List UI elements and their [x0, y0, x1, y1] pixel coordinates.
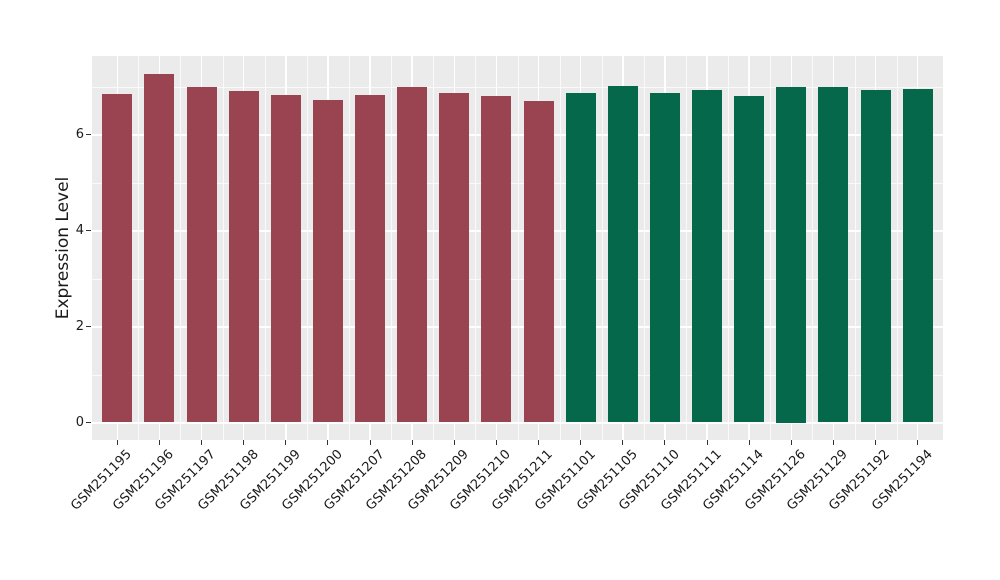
y-axis-title: Expression Level — [53, 176, 73, 320]
bar-GSM251200 — [312, 100, 343, 423]
bar-GSM251207 — [355, 95, 386, 423]
x-axis-tick-mark — [664, 440, 666, 445]
bar-GSM251129 — [818, 87, 849, 423]
bar-GSM251199 — [270, 95, 301, 423]
gridline-vertical-minor — [391, 56, 393, 440]
gridline-vertical-minor — [728, 56, 730, 440]
gridline-vertical-minor — [222, 56, 224, 440]
y-axis-tick-mark — [86, 326, 91, 327]
gridline-vertical-minor — [348, 56, 350, 440]
gridline-vertical-minor — [138, 56, 140, 440]
bar-GSM251126 — [776, 86, 807, 423]
x-axis-tick-mark — [832, 440, 834, 445]
x-axis-tick-mark — [116, 440, 118, 445]
y-axis-tick-label: 6 — [75, 126, 84, 142]
gridline-vertical-minor — [264, 56, 266, 440]
bar-GSM251195 — [102, 94, 133, 423]
x-axis-tick-mark — [158, 440, 160, 445]
bar-GSM251197 — [186, 86, 217, 423]
y-axis-tick-label: 0 — [75, 414, 84, 430]
bar-GSM251208 — [397, 86, 428, 423]
x-axis-tick-mark — [327, 440, 329, 445]
y-axis-tick-mark — [86, 230, 91, 231]
bar-GSM251210 — [481, 95, 512, 423]
bar-GSM251110 — [649, 93, 680, 423]
bar-GSM251198 — [228, 90, 259, 423]
gridline-vertical-minor — [517, 56, 519, 440]
x-axis-tick-mark — [201, 440, 203, 445]
gridline-vertical-minor — [854, 56, 856, 440]
x-axis-tick-mark — [285, 440, 287, 445]
bar-GSM251211 — [523, 100, 554, 423]
x-axis-tick-mark — [453, 440, 455, 445]
gridline-vertical-minor — [770, 56, 772, 440]
x-axis-tick-mark — [495, 440, 497, 445]
gridline-vertical-minor — [896, 56, 898, 440]
bar-GSM251194 — [902, 88, 933, 423]
bar-GSM251196 — [144, 74, 175, 423]
bar-GSM251105 — [607, 85, 638, 423]
gridline-vertical-minor — [433, 56, 435, 440]
gridline-vertical-minor — [686, 56, 687, 440]
x-axis-tick-mark — [748, 440, 750, 445]
y-axis-tick-label: 2 — [75, 318, 84, 334]
x-axis-tick-mark — [622, 440, 624, 445]
x-axis-tick-mark — [580, 440, 582, 445]
gridline-vertical-minor — [601, 56, 603, 440]
plot-panel — [92, 56, 943, 440]
bar-GSM251101 — [565, 92, 596, 423]
x-axis-tick-mark — [706, 440, 708, 445]
bar-GSM251111 — [692, 90, 723, 423]
y-axis-tick-label: 4 — [75, 222, 84, 238]
x-axis-tick-mark — [790, 440, 792, 445]
gridline-vertical-minor — [559, 56, 561, 440]
y-axis-tick-mark — [86, 422, 91, 423]
gridline-vertical-minor — [306, 56, 308, 440]
gridline-vertical-minor — [180, 56, 182, 440]
x-axis-tick-mark — [917, 440, 919, 445]
y-axis-tick-mark — [86, 134, 91, 135]
x-axis-tick-mark — [243, 440, 245, 445]
gridline-vertical-minor — [475, 56, 477, 440]
gridline-vertical-minor — [643, 56, 645, 440]
x-axis-tick-mark — [369, 440, 371, 445]
bar-GSM251192 — [860, 89, 891, 423]
bar-GSM251114 — [734, 96, 765, 423]
x-axis-tick-mark — [538, 440, 540, 445]
bar-GSM251209 — [439, 93, 470, 423]
x-axis-tick-mark — [411, 440, 413, 445]
gridline-vertical-minor — [812, 56, 814, 440]
x-axis-tick-mark — [875, 440, 877, 445]
